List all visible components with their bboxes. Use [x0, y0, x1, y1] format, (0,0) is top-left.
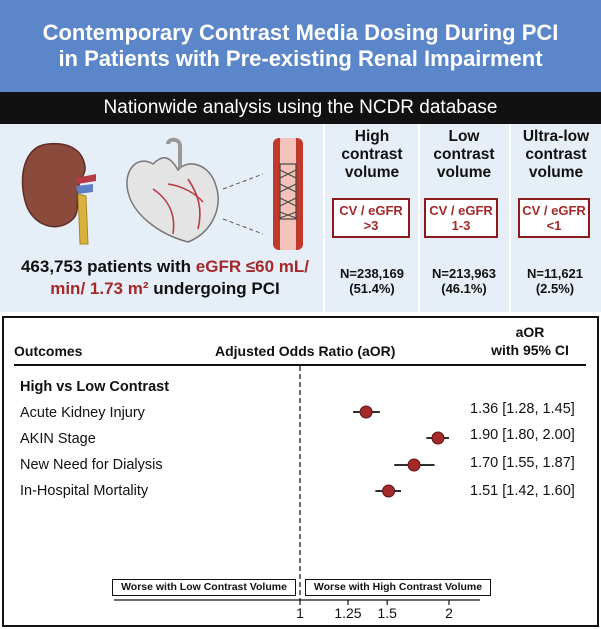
group-high-ratio: CV / eGFR >3 [332, 198, 410, 238]
header-rule [14, 364, 586, 366]
title-banner: Contemporary Contrast Media Dosing Durin… [0, 0, 601, 92]
page-title: Contemporary Contrast Media Dosing Durin… [42, 20, 559, 71]
group-ultralow-ratio: CV / eGFR <1 [518, 198, 590, 238]
outcomes-header: Outcomes [14, 343, 83, 359]
row-label-aki: Acute Kidney Injury [20, 405, 145, 421]
column-divider [418, 124, 420, 312]
group-ultralow-title: Ultra-low contrast volume [522, 128, 590, 181]
subtitle-text: Nationwide analysis using the NCDR datab… [103, 97, 498, 118]
row-label-mortality: In-Hospital Mortality [20, 483, 149, 499]
ci-value-dialysis: 1.70 [1.55, 1.87] [470, 455, 575, 471]
heart-icon [126, 137, 219, 243]
ci-value-mortality: 1.51 [1.42, 1.60] [470, 483, 575, 499]
ci-header-line1: aOR [515, 324, 545, 340]
population-summary: 463,753 patients with eGFR ≤60 mL/ min/ … [6, 256, 324, 300]
illustration [21, 137, 303, 250]
population-suffix: undergoing PCI [148, 279, 280, 298]
worse-high-label: Worse with High Contrast Volume [305, 579, 491, 596]
group-low-pct: (46.1%) [441, 281, 487, 296]
group-low-n: N=213,963 (46.1%) [420, 266, 508, 296]
group-low-title: Low contrast volume [433, 128, 495, 181]
row-label-dialysis: New Need for Dialysis [20, 457, 163, 473]
kidney-icon [21, 142, 96, 245]
egfr-criteria: eGFR ≤60 mL/ min/ 1.73 m² [50, 257, 310, 298]
ci-value-aki: 1.36 [1.28, 1.45] [470, 401, 575, 417]
ci-header-line2: with 95% CI [491, 342, 569, 358]
column-divider [323, 124, 325, 312]
group-low-count: N=213,963 [432, 266, 496, 281]
group-low-ratio: CV / eGFR 1-3 [424, 198, 498, 238]
subtitle-banner: Nationwide analysis using the NCDR datab… [0, 92, 601, 124]
ci-header: aOR with 95% CI [470, 323, 590, 359]
stent-icon [273, 138, 303, 250]
group-ultralow-count: N=11,621 [526, 266, 584, 281]
patient-count: 463,753 patients with [20, 257, 196, 276]
group-high-n: N=238,169 (51.4%) [326, 266, 418, 296]
group-ultralow-n: N=11,621 (2.5%) [511, 266, 599, 296]
group-high-title: High contrast volume [341, 128, 403, 181]
column-divider [509, 124, 511, 312]
row-label-akin: AKIN Stage [20, 431, 96, 447]
ci-value-akin: 1.90 [1.80, 2.00] [470, 427, 575, 443]
group-ultralow-pct: (2.5%) [535, 281, 575, 296]
group-high-count: N=238,169 [340, 266, 404, 281]
group-high-pct: (51.4%) [349, 281, 395, 296]
section-label: High vs Low Contrast [20, 379, 170, 395]
aor-header: Adjusted Odds Ratio (aOR) [215, 343, 396, 359]
worse-low-label: Worse with Low Contrast Volume [112, 579, 296, 596]
